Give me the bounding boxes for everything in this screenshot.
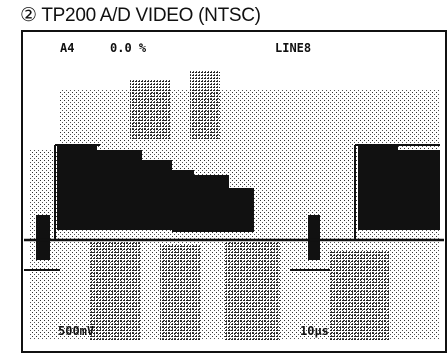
line-label: LINE8	[275, 41, 311, 55]
waveform	[36, 145, 440, 260]
figure-title: ② TP200 A/D VIDEO (NTSC)	[20, 5, 261, 26]
trace-lines	[24, 144, 444, 271]
channel-label: A4	[60, 41, 74, 55]
offset-label: 0.0 %	[110, 41, 147, 55]
time-div-label: 10μs	[300, 324, 329, 338]
volts-div-label: 500mV	[58, 324, 94, 338]
